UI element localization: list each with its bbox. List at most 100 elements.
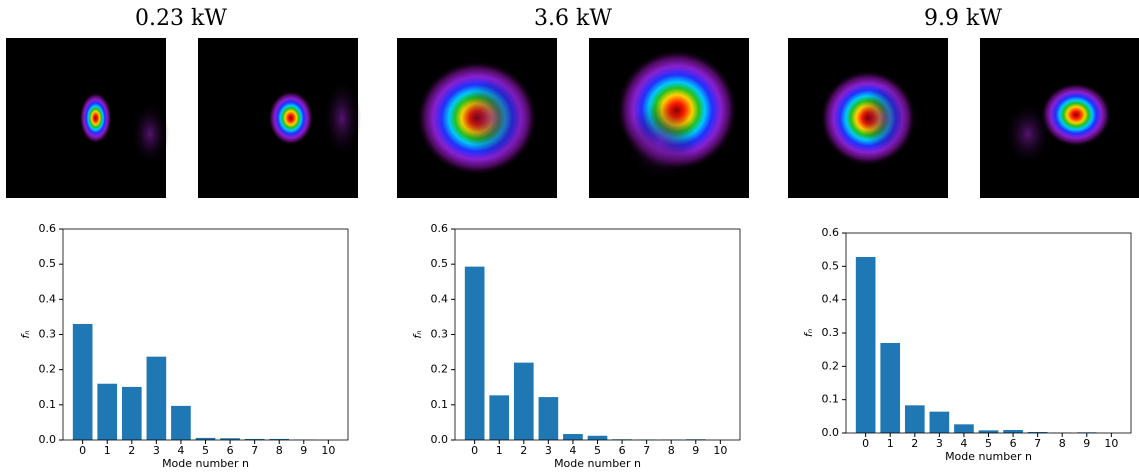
y-tick-label: 0.0 [39,433,57,446]
x-tick-label: 3 [153,444,160,457]
beam-spot [79,92,112,144]
beam-image [397,38,557,198]
beam-image [198,38,362,198]
y-axis-label: fₙ [19,330,32,338]
beam-image [6,38,170,198]
x-tick-label: 1 [496,444,503,457]
x-tick-label: 7 [1034,437,1041,450]
bar [171,405,191,440]
x-tick-label: 5 [985,437,992,450]
beam-halo [860,86,908,150]
y-tick-label: 0.4 [39,292,57,305]
bar [587,435,608,440]
x-tick-label: 4 [960,437,967,450]
axes-frame [454,228,741,441]
bar [121,386,142,440]
bar [880,343,901,433]
bar [464,266,485,440]
bar [1003,430,1023,433]
panel-title: 0.23 kW [135,6,227,31]
bar [978,430,999,433]
beam-halo [1004,102,1052,166]
bar [563,434,583,440]
y-tick-label: 0.3 [822,326,840,339]
bar [904,405,925,433]
beam-halo [625,102,697,182]
bar [1027,432,1048,433]
y-tick-label: 0.5 [822,259,840,272]
x-tick-label: 10 [1104,437,1118,450]
x-axis-label: Mode number n [554,457,641,470]
beam-halo [130,102,170,166]
x-tick-label: 0 [79,444,86,457]
y-tick-label: 0.0 [431,433,449,446]
y-axis-label: fₙ [802,329,815,337]
x-tick-label: 8 [1059,437,1066,450]
y-tick-label: 0.1 [39,398,57,411]
y-axis-label: fₙ [411,330,424,338]
bar [72,323,93,440]
x-tick-label: 3 [545,444,552,457]
x-tick-label: 9 [300,444,307,457]
beam-image [788,38,948,198]
x-tick-label: 9 [1083,437,1090,450]
y-tick-label: 0.1 [431,398,449,411]
x-tick-label: 9 [692,444,699,457]
x-tick-label: 8 [668,444,675,457]
beam-image [589,38,749,198]
x-tick-label: 0 [471,444,478,457]
y-tick-label: 0.4 [431,292,449,305]
beam-halo [461,78,525,158]
x-tick-label: 0 [862,437,869,450]
bar [146,356,167,440]
y-tick-label: 0.2 [431,363,449,376]
x-tick-label: 1 [104,444,111,457]
bar [929,411,950,433]
x-tick-label: 5 [202,444,209,457]
y-tick-label: 0.6 [431,222,449,235]
bar [513,362,534,440]
beam-spot [268,90,314,146]
y-tick-label: 0.3 [39,328,57,341]
x-tick-label: 3 [936,437,943,450]
bar [220,438,240,440]
x-tick-label: 1 [887,437,894,450]
beam-spot [1040,82,1112,147]
x-tick-label: 2 [128,444,135,457]
bar [489,395,510,440]
bar [954,424,974,433]
x-axis-label: Mode number n [945,450,1032,463]
x-tick-label: 8 [276,444,283,457]
y-tick-label: 0.2 [822,359,840,372]
bar [244,438,265,440]
x-axis-label: Mode number n [162,457,249,470]
panel-title: 3.6 kW [534,6,612,31]
x-tick-label: 5 [594,444,601,457]
x-tick-label: 6 [619,444,626,457]
axes-frame [62,228,349,441]
x-tick-label: 10 [713,444,727,457]
y-tick-label: 0.1 [822,393,840,406]
beam-image [980,38,1139,198]
x-tick-label: 10 [321,444,335,457]
x-tick-label: 4 [569,444,576,457]
x-tick-label: 2 [520,444,527,457]
bar [269,438,290,440]
y-tick-label: 0.3 [431,328,449,341]
bar [538,397,559,440]
y-tick-label: 0.6 [39,222,57,235]
axes-frame [845,232,1132,434]
y-tick-label: 0.2 [39,363,57,376]
bar [195,437,216,440]
x-tick-label: 2 [911,437,918,450]
bar [97,383,118,440]
y-tick-label: 0.6 [822,226,840,239]
beam-halo [322,78,362,158]
x-tick-label: 6 [227,444,234,457]
y-tick-label: 0.5 [431,257,449,270]
panel-title: 9.9 kW [924,6,1002,31]
x-tick-label: 7 [643,444,650,457]
x-tick-label: 7 [251,444,258,457]
bar [855,257,876,433]
